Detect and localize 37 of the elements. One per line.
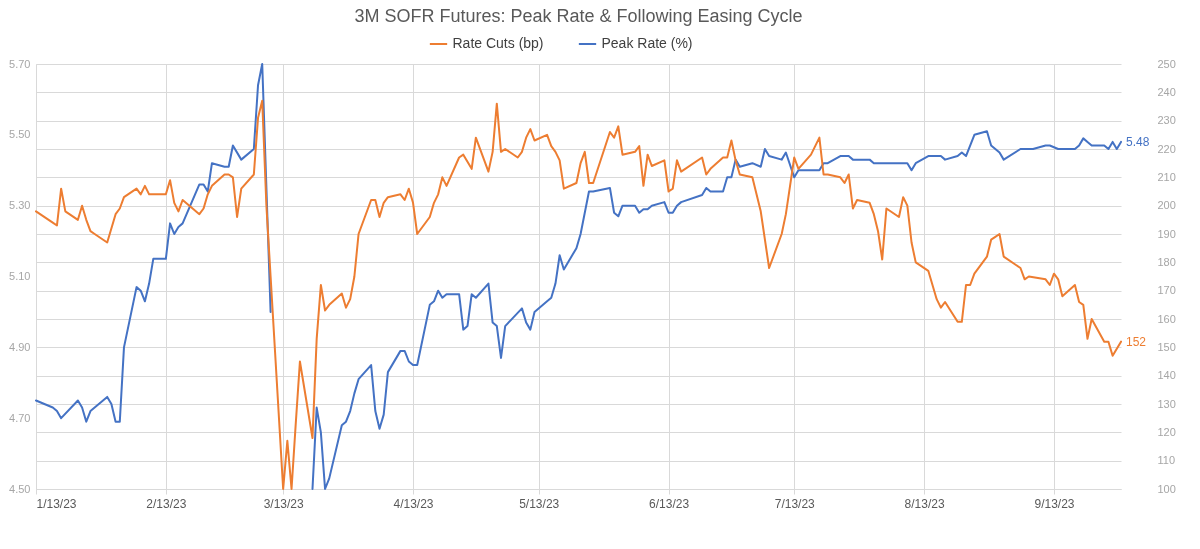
legend-label: Peak Rate (%)	[601, 35, 693, 51]
x-tick-label: 6/13/23	[649, 496, 690, 511]
y-tick-label: 4.70	[9, 411, 31, 424]
x-tick-label: 1/13/23	[36, 496, 77, 511]
x-tick-label: 5/13/23	[519, 496, 560, 511]
y2-tick-label: 240	[1157, 85, 1176, 98]
y-tick-label: 5.50	[9, 128, 31, 141]
x-tick-label: 7/13/23	[774, 496, 816, 511]
y2-tick-label: 140	[1157, 369, 1176, 382]
x-tick-label: 4/13/23	[393, 496, 434, 511]
y2-tick-label: 160	[1157, 312, 1176, 325]
y-tick-label: 4.50	[9, 482, 31, 495]
y-tick-label: 4.90	[9, 340, 31, 353]
y2-tick-label: 180	[1157, 255, 1176, 268]
x-tick-label: 8/13/23	[904, 496, 945, 511]
data-label: 152	[1126, 334, 1147, 349]
y2-tick-label: 110	[1157, 454, 1176, 467]
y2-tick-label: 190	[1157, 227, 1176, 240]
x-tick-label: 3/13/23	[263, 496, 304, 511]
x-tick-label: 2/13/23	[146, 496, 187, 511]
y2-tick-label: 100	[1157, 482, 1176, 495]
y2-tick-label: 230	[1157, 114, 1176, 127]
y-tick-label: 5.30	[9, 199, 31, 212]
y2-tick-label: 210	[1157, 170, 1176, 183]
y-tick-label: 5.70	[9, 57, 31, 70]
y2-tick-label: 250	[1157, 57, 1176, 70]
y2-tick-label: 170	[1157, 284, 1176, 297]
y2-tick-label: 220	[1157, 142, 1176, 155]
y-tick-label: 5.10	[9, 270, 31, 282]
data-label: 5.48	[1126, 134, 1150, 149]
y2-tick-label: 130	[1157, 397, 1176, 410]
legend-label: Rate Cuts (bp)	[452, 35, 544, 51]
x-tick-label: 9/13/23	[1034, 496, 1075, 511]
y2-tick-label: 120	[1157, 425, 1176, 438]
y2-tick-label: 150	[1157, 340, 1176, 353]
y2-tick-label: 200	[1157, 199, 1176, 212]
chart-title: 3M SOFR Futures: Peak Rate & Following Easing Cycle	[354, 6, 803, 26]
